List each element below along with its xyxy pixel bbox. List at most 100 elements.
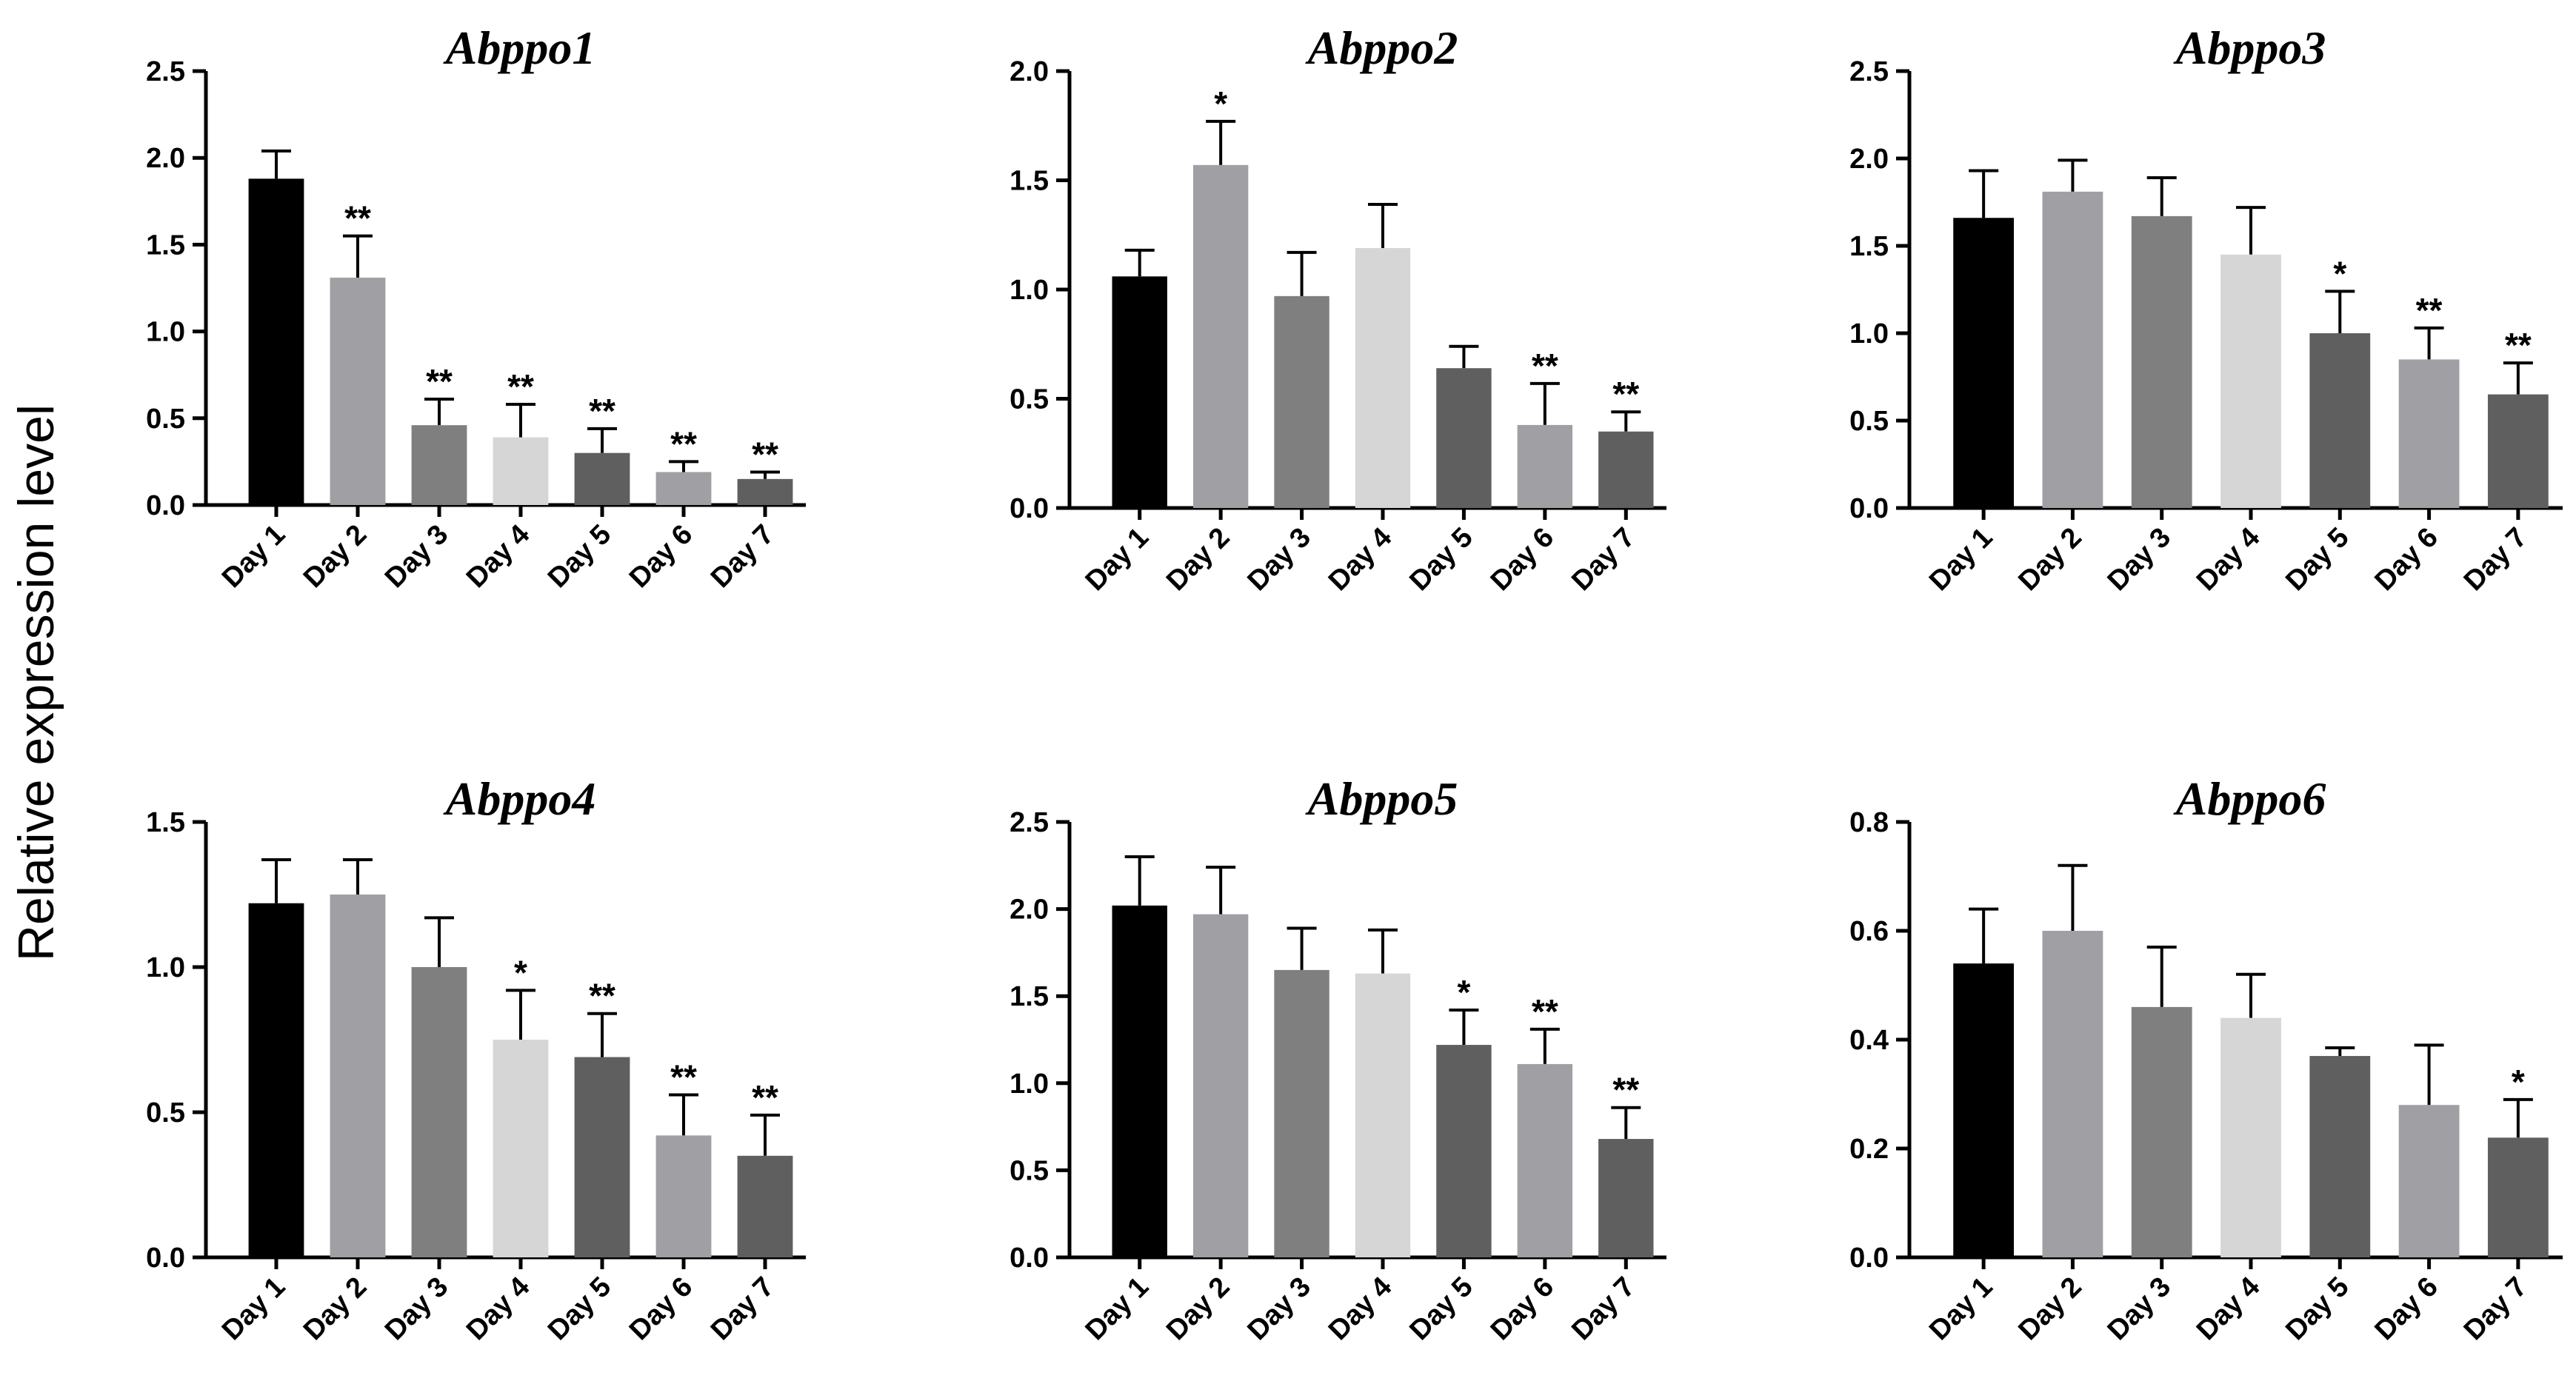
- bar-day-4: [1355, 973, 1411, 1257]
- significance-marker: **: [344, 199, 371, 238]
- bar-day-6: [1517, 424, 1573, 508]
- x-tick-label: Day 7: [2458, 522, 2533, 597]
- bar-day-3: [1274, 295, 1329, 508]
- x-tick-label: Day 3: [379, 519, 454, 594]
- bar-day-6: [655, 1135, 712, 1257]
- bar-day-2: [1192, 914, 1249, 1257]
- x-tick-label: Day 3: [2102, 522, 2177, 597]
- chart-title: Abppo5: [1305, 772, 1458, 825]
- x-tick-label: Day 1: [216, 519, 291, 594]
- x-tick-label: Day 4: [461, 1271, 535, 1346]
- y-tick-label: 0.5: [146, 1097, 185, 1129]
- bar-day-5: [574, 452, 630, 505]
- x-tick-label: Day 1: [1080, 522, 1155, 597]
- bar-day-5: [1436, 368, 1492, 508]
- significance-marker: **: [507, 367, 534, 406]
- y-tick-label: 0.8: [1849, 807, 1889, 838]
- y-tick-label: 2.0: [1849, 144, 1889, 175]
- bar-day-7: [737, 478, 793, 505]
- bar-day-6: [655, 472, 712, 505]
- bar-day-1: [1953, 218, 2015, 508]
- y-tick-label: 2.5: [1849, 56, 1889, 87]
- bar-day-4: [2220, 254, 2281, 508]
- chart-title: Abppo6: [2173, 772, 2326, 825]
- significance-marker: **: [1532, 347, 1558, 385]
- y-tick-label: 0.0: [1849, 493, 1889, 524]
- bar-day-2: [2042, 191, 2103, 508]
- x-tick-label: Day 7: [2458, 1271, 2533, 1346]
- x-tick-label: Day 7: [1566, 522, 1641, 597]
- bar-day-4: [1355, 247, 1411, 508]
- y-tick-label: 0.5: [1010, 384, 1049, 415]
- bar-day-3: [1274, 969, 1329, 1257]
- x-tick-label: Day 4: [1323, 522, 1398, 597]
- bar-day-6: [2398, 359, 2460, 508]
- x-tick-label: Day 3: [1242, 1271, 1317, 1346]
- y-tick-label: 1.0: [1849, 318, 1889, 350]
- x-tick-label: Day 4: [2191, 522, 2266, 597]
- bar-day-5: [574, 1057, 630, 1257]
- y-tick-label: 2.5: [1010, 807, 1049, 838]
- x-tick-label: Day 5: [2280, 1271, 2355, 1346]
- x-tick-label: Day 4: [1323, 1271, 1398, 1346]
- chart-title: Abppo2: [1305, 21, 1458, 74]
- x-tick-label: Day 7: [1566, 1271, 1641, 1346]
- bar-day-2: [330, 895, 386, 1257]
- chart-panel-4: Abppo4 0.0 0.5 1.0 1.5 Day 1 Day 2 Day 3 * Day 4 *…: [146, 772, 806, 1346]
- significance-marker: **: [670, 1057, 697, 1096]
- y-tick-label: 2.0: [1010, 56, 1049, 87]
- y-tick-label: 1.0: [146, 317, 185, 348]
- y-tick-label: 2.0: [1010, 895, 1049, 926]
- x-tick-label: Day 4: [461, 519, 535, 594]
- x-tick-label: Day 6: [2369, 1271, 2444, 1346]
- significance-marker: **: [589, 977, 615, 1015]
- y-tick-label: 1.5: [1849, 231, 1889, 262]
- x-tick-label: Day 4: [2191, 1271, 2266, 1346]
- x-tick-label: Day 2: [298, 1271, 373, 1346]
- chart-title: Abppo3: [2173, 21, 2326, 74]
- y-tick-label: 2.5: [146, 56, 185, 87]
- significance-marker: **: [2416, 291, 2443, 330]
- significance-marker: **: [1532, 992, 1558, 1031]
- significance-marker: **: [1612, 375, 1639, 413]
- x-tick-label: Day 1: [1080, 1271, 1155, 1346]
- y-tick-label: 0.4: [1849, 1025, 1889, 1056]
- bar-day-5: [2309, 1056, 2371, 1257]
- significance-marker: **: [752, 435, 778, 473]
- chart-title: Abppo4: [443, 772, 596, 825]
- bar-day-7: [1598, 1139, 1654, 1257]
- significance-marker: *: [1457, 973, 1470, 1012]
- bar-day-7: [737, 1155, 793, 1257]
- y-tick-label: 0.0: [146, 1243, 185, 1274]
- x-tick-label: Day 6: [1485, 522, 1560, 597]
- bar-day-1: [1112, 905, 1167, 1257]
- x-tick-label: Day 2: [298, 519, 373, 594]
- y-tick-label: 0.0: [1010, 1243, 1049, 1274]
- bar-day-6: [1517, 1063, 1573, 1257]
- bar-day-4: [2220, 1017, 2281, 1257]
- significance-marker: **: [752, 1078, 778, 1117]
- bar-day-1: [1953, 963, 2015, 1257]
- bar-day-5: [1436, 1045, 1492, 1257]
- y-tick-label: 0.5: [1010, 1155, 1049, 1186]
- x-tick-label: Day 1: [1923, 522, 1998, 597]
- significance-marker: **: [589, 392, 615, 430]
- x-tick-label: Day 5: [2280, 522, 2355, 597]
- significance-marker: *: [1214, 84, 1227, 123]
- y-tick-label: 1.5: [1010, 981, 1049, 1012]
- significance-marker: *: [514, 953, 527, 992]
- y-tick-label: 0.0: [1010, 493, 1049, 524]
- y-tick-label: 0.5: [1849, 406, 1889, 437]
- significance-marker: *: [2512, 1063, 2525, 1101]
- y-tick-label: 1.0: [146, 952, 185, 983]
- y-tick-label: 1.5: [1010, 166, 1049, 197]
- bar-day-3: [2131, 215, 2192, 508]
- y-tick-label: 1.0: [1010, 1069, 1049, 1100]
- x-tick-label: Day 7: [705, 519, 780, 594]
- bar-day-7: [1598, 431, 1654, 508]
